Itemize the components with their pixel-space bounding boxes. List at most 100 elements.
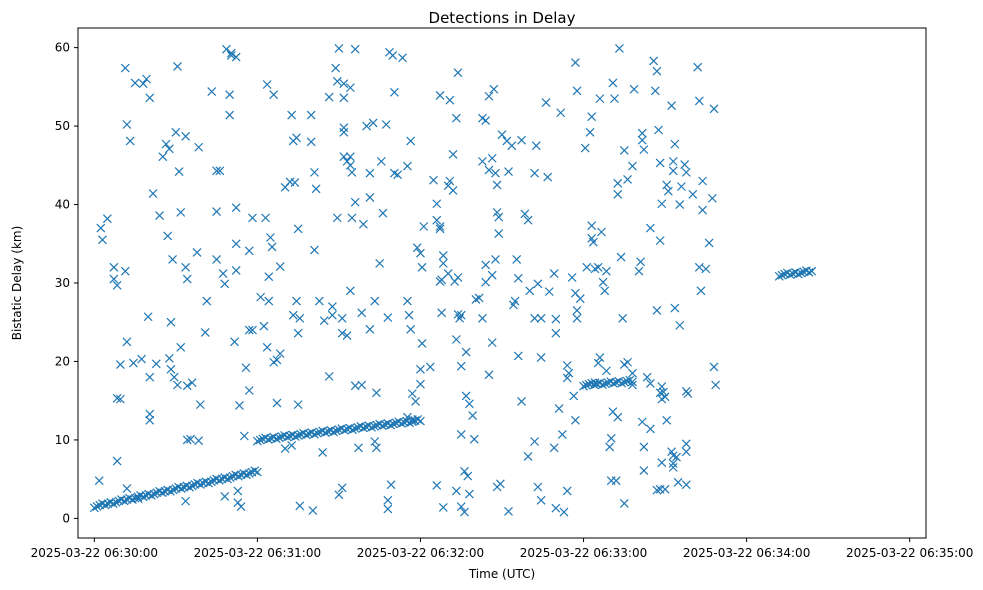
data-point (212, 166, 222, 176)
y-tick-label-5: 50 (55, 119, 70, 133)
data-point (233, 498, 243, 508)
data-point (536, 313, 546, 323)
data-point (241, 363, 251, 373)
data-point (804, 267, 814, 277)
data-point (536, 353, 546, 362)
data-point (89, 503, 99, 513)
data-point (119, 496, 129, 506)
data-point (668, 166, 678, 176)
data-point (383, 495, 393, 505)
data-point (145, 409, 155, 419)
data-point (652, 66, 662, 76)
data-point (306, 110, 316, 120)
data-point (709, 362, 719, 372)
data-point (122, 337, 132, 347)
data-point (634, 266, 644, 276)
data-point (639, 466, 649, 475)
data-point (513, 351, 523, 361)
data-point (523, 215, 533, 225)
data-point (267, 242, 277, 252)
data-point (200, 328, 210, 337)
data-point (146, 491, 156, 500)
data-point (225, 473, 235, 483)
data-point (263, 434, 273, 444)
data-point (510, 296, 520, 306)
data-point (138, 79, 148, 89)
data-point (112, 393, 122, 403)
data-point (608, 78, 618, 88)
data-point (448, 149, 458, 159)
data-point (388, 51, 398, 60)
data-point (481, 116, 491, 126)
data-point (796, 268, 806, 278)
data-point (609, 378, 618, 388)
data-point (168, 485, 178, 495)
data-point (451, 486, 461, 496)
data-point (600, 286, 610, 296)
data-point (628, 161, 637, 171)
data-point (389, 87, 399, 97)
data-point (445, 176, 455, 186)
data-point (557, 430, 567, 439)
data-point (280, 444, 290, 453)
data-point (334, 490, 344, 500)
data-point (262, 80, 272, 89)
data-point (293, 430, 303, 440)
data-point (372, 388, 381, 398)
data-point (301, 430, 311, 440)
data-point (406, 136, 416, 146)
data-point (212, 255, 222, 264)
data-point (259, 321, 269, 331)
chart-title: Detections in Delay (429, 9, 576, 27)
data-point (231, 52, 241, 62)
data-point (416, 364, 425, 374)
x-tick-label-5: 2025-03-22 06:35:00 (846, 546, 973, 560)
data-point (181, 131, 191, 141)
data-point (339, 93, 349, 103)
data-point (711, 380, 721, 390)
data-point (544, 287, 554, 297)
data-point (157, 488, 167, 498)
data-point (173, 62, 182, 71)
data-point (165, 486, 175, 496)
data-point (244, 246, 254, 256)
data-point (610, 94, 619, 104)
data-point (195, 480, 205, 489)
data-point (453, 68, 463, 78)
data-point (484, 165, 494, 175)
x-tick-label-3: 2025-03-22 06:33:00 (520, 546, 647, 560)
data-point (174, 167, 184, 177)
data-point (362, 121, 372, 131)
data-point (272, 398, 282, 408)
data-point (120, 266, 130, 276)
data-point (541, 98, 551, 107)
data-point (350, 44, 360, 54)
data-point (244, 469, 254, 478)
data-point (536, 495, 546, 505)
data-point (295, 313, 305, 323)
data-point (587, 221, 597, 231)
data-point (487, 270, 497, 280)
data-point (616, 252, 626, 262)
data-point (652, 485, 662, 495)
data-point (122, 484, 132, 493)
data-point (688, 189, 698, 199)
data-point (235, 400, 244, 410)
data-point (221, 44, 231, 54)
data-point (533, 279, 543, 289)
data-point (517, 397, 526, 406)
data-point (220, 279, 230, 289)
data-point (195, 400, 205, 410)
data-point (572, 86, 582, 96)
data-point (290, 178, 300, 187)
data-point (497, 130, 507, 140)
y-tick-label-6: 60 (55, 41, 70, 55)
data-point (655, 388, 665, 398)
data-point (530, 437, 540, 446)
data-point (348, 425, 357, 435)
data-point (432, 199, 442, 209)
data-point (562, 486, 572, 496)
data-point (365, 168, 375, 178)
data-point (271, 434, 281, 444)
data-point (668, 459, 678, 468)
